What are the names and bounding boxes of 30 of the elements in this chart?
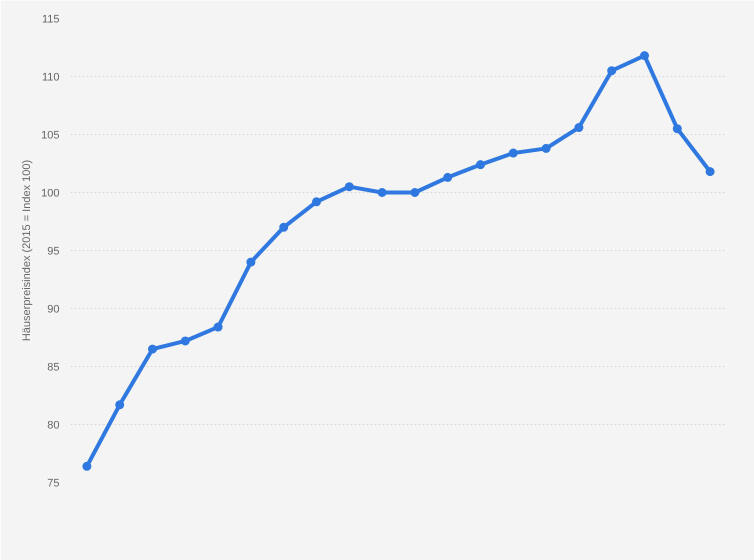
point [607, 66, 616, 76]
point [214, 322, 223, 332]
point [640, 51, 649, 60]
y-tick-label: 105 [41, 130, 60, 142]
point [344, 182, 354, 192]
point [180, 336, 190, 346]
point [312, 197, 321, 206]
y-tick-label: 80 [47, 420, 60, 432]
point [542, 144, 551, 153]
y-tick-label: 85 [47, 362, 60, 374]
point [148, 344, 157, 354]
y-tick-label: 75 [47, 478, 60, 490]
y-tick-label: 115 [42, 14, 60, 26]
point [410, 188, 420, 197]
point [378, 188, 387, 197]
point [574, 123, 584, 132]
y-tick-label: 90 [47, 304, 60, 316]
point [443, 172, 452, 182]
point [82, 462, 92, 471]
point [115, 400, 124, 410]
y-tick-label: 110 [42, 72, 60, 84]
point [476, 160, 485, 170]
point [508, 148, 518, 158]
y-tick-label: 95 [47, 246, 60, 258]
y-axis-title: Häuserpreisindex (2015 = Index 100) [21, 160, 34, 342]
point [672, 124, 682, 134]
point [279, 222, 288, 232]
point [706, 167, 715, 176]
point [246, 258, 256, 267]
y-tick-label: 100 [41, 188, 60, 200]
